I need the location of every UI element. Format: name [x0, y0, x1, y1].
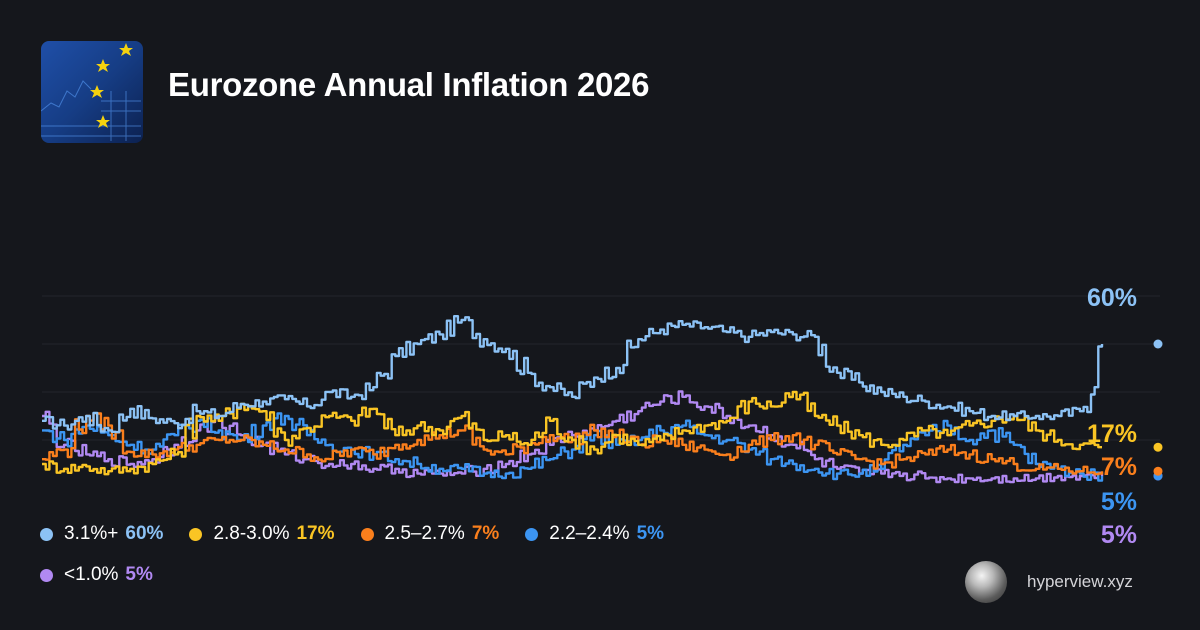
- legend-swatch: [189, 527, 203, 541]
- legend-label: <1.0%: [64, 564, 119, 585]
- series-line: [42, 315, 1104, 434]
- legend-swatch: [360, 527, 374, 541]
- series-end-label: 60%: [1086, 284, 1137, 312]
- series-end-markers: [1153, 339, 1163, 481]
- series-end-label: 7%: [1100, 453, 1137, 481]
- legend-item-2-5-2-7[interactable]: 2.5–2.7% 7%: [360, 523, 500, 545]
- page-title: Eurozone Annual Inflation 2026: [168, 66, 650, 103]
- legend-value: 5%: [636, 523, 665, 544]
- series-line: [42, 412, 1104, 482]
- series-end-marker: [1153, 466, 1163, 476]
- legend-label: 2.8-3.0%: [213, 523, 290, 544]
- brand-name: hyperview.xyz: [1027, 572, 1133, 591]
- sphere-logo-icon: [965, 561, 1007, 603]
- series-end-marker: [1153, 442, 1163, 452]
- legend-label: 3.1%+: [64, 523, 119, 544]
- legend-value: 60%: [125, 523, 164, 544]
- legend-value: 5%: [125, 564, 153, 585]
- series-end-label: 5%: [1100, 521, 1137, 549]
- legend-row: <1.0% 5%: [40, 561, 840, 589]
- series-end-label: 5%: [1100, 488, 1137, 516]
- legend-item-under-1-0[interactable]: <1.0% 5%: [40, 564, 153, 586]
- chart-legend: 3.1%+ 60% 2.8-3.0% 17% 2.5–2.7% 7% 2.2–2…: [40, 520, 840, 602]
- legend-item-3-1-plus[interactable]: 3.1%+ 60%: [40, 523, 163, 545]
- eu-flag-chart-thumbnail-icon: [41, 41, 143, 143]
- legend-label: 2.5–2.7%: [384, 523, 465, 544]
- legend-swatch: [40, 527, 53, 541]
- legend-item-2-8-3-0[interactable]: 2.8-3.0% 17%: [189, 523, 335, 545]
- series-end-marker: [1153, 339, 1163, 349]
- legend-value: 17%: [296, 523, 335, 544]
- legend-swatch: [40, 568, 53, 582]
- legend-swatch: [525, 527, 539, 541]
- brand[interactable]: hyperview.xyz: [965, 561, 1133, 603]
- legend-label: 2.2–2.4%: [549, 523, 630, 544]
- legend-value: 7%: [471, 523, 500, 544]
- chart-series: [42, 315, 1104, 484]
- legend-row: 3.1%+ 60% 2.8-3.0% 17% 2.5–2.7% 7% 2.2–2…: [40, 520, 840, 548]
- legend-item-2-2-2-4[interactable]: 2.2–2.4% 5%: [525, 523, 664, 545]
- series-end-label: 17%: [1086, 420, 1137, 448]
